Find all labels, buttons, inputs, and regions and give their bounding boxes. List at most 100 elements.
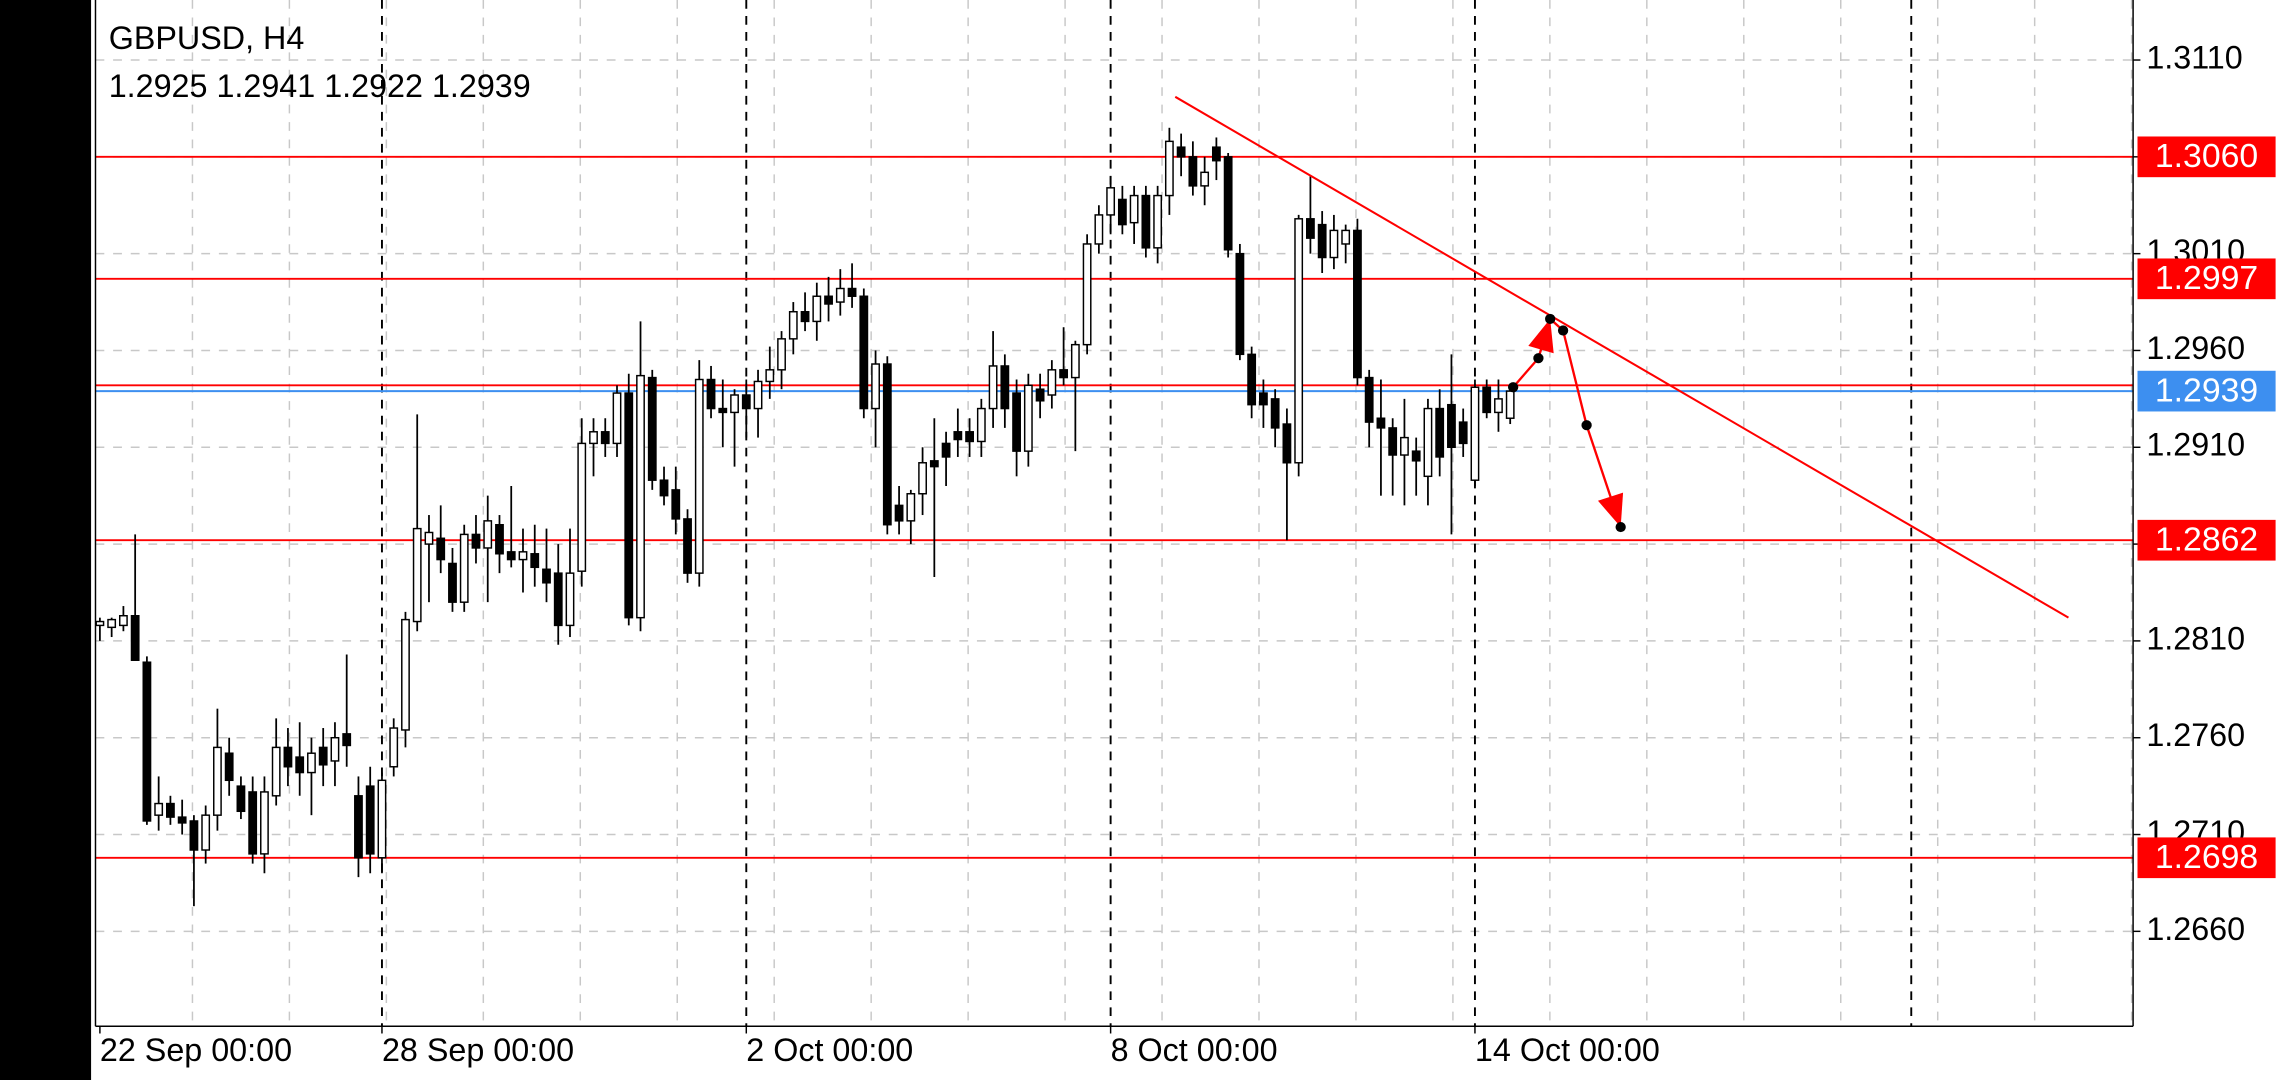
candle-body <box>600 431 610 445</box>
candle-body <box>636 374 645 619</box>
candle-body <box>248 791 258 855</box>
candle-body <box>495 523 504 555</box>
candle-body <box>1270 398 1280 429</box>
candle-body <box>530 553 540 569</box>
candle-body <box>365 785 375 855</box>
candle-body <box>577 442 587 572</box>
candle-body <box>213 746 222 816</box>
candle-body <box>553 572 563 627</box>
candle-body <box>741 394 751 410</box>
grid <box>95 0 2134 1027</box>
candle-body <box>354 795 363 859</box>
candle-body <box>1376 417 1386 429</box>
arrowhead <box>1528 318 1554 354</box>
candle-body <box>542 568 551 584</box>
candle-body <box>1094 214 1104 245</box>
candle-body <box>965 431 974 443</box>
candle-body <box>1247 353 1257 406</box>
ohlc-readout: 1.2925 1.2941 1.2922 1.2939 <box>109 68 531 104</box>
candle-body <box>518 551 528 561</box>
projection-point <box>1581 420 1592 431</box>
candle-body <box>953 431 963 441</box>
level-label: 1.2862 <box>2155 522 2258 559</box>
candle-body <box>988 365 998 410</box>
left-bar <box>0 0 92 1080</box>
candle-body <box>1470 386 1480 481</box>
projection-point <box>1615 521 1626 533</box>
candle-body <box>1423 407 1433 478</box>
candle-body <box>95 620 105 627</box>
candle-body <box>1164 140 1174 197</box>
candle-body <box>1141 194 1151 249</box>
candle-body <box>107 618 117 629</box>
y-tick-label: 1.2910 <box>2146 427 2245 463</box>
candle-body <box>882 363 892 526</box>
candle-body <box>1035 388 1045 402</box>
candle-body <box>589 431 598 445</box>
y-tick-label: 1.2660 <box>2146 911 2245 947</box>
candle-body <box>941 442 951 458</box>
candle-body <box>389 727 399 768</box>
candle-body <box>835 287 845 303</box>
projection-point <box>1545 313 1556 324</box>
candle-body <box>377 779 387 859</box>
candle-body <box>1494 398 1503 414</box>
candle-body <box>1258 392 1268 406</box>
candle-body <box>1458 421 1468 445</box>
y-tick-label: 1.3110 <box>2146 40 2242 76</box>
candle-body <box>906 493 916 522</box>
candle-body <box>1188 156 1198 187</box>
candle-body <box>166 802 175 818</box>
candle-body <box>118 615 128 627</box>
candle-body <box>330 736 340 762</box>
candle-body <box>694 378 704 574</box>
candle-body <box>1059 369 1069 379</box>
candle-body <box>401 618 410 731</box>
candle-body <box>412 527 422 623</box>
candle-body <box>271 746 281 797</box>
candle-body <box>342 733 352 747</box>
candle-body <box>847 287 857 297</box>
candle-body <box>1400 436 1409 456</box>
candle-body <box>236 785 246 813</box>
candle-body <box>448 562 457 603</box>
x-tick-label: 14 Oct 00:00 <box>1475 1032 1660 1068</box>
bid-box <box>2137 370 2276 412</box>
candle-body <box>1482 386 1492 414</box>
projection-point <box>1533 353 1544 364</box>
projection-path <box>1512 316 1622 528</box>
candle-body <box>1364 376 1374 423</box>
y-tick-label: 1.2810 <box>2146 620 2245 656</box>
candle-body <box>918 462 927 495</box>
candle-body <box>812 295 822 323</box>
candle-body <box>1505 390 1515 419</box>
axes: 1.31101.30601.30101.29601.29101.28601.28… <box>99 40 2276 1068</box>
candle-body <box>1012 392 1022 452</box>
candle-body <box>1176 146 1186 158</box>
candle-body <box>612 392 622 445</box>
candle-body <box>1223 156 1233 251</box>
candle-body <box>1306 218 1315 239</box>
candle-body <box>1435 407 1445 458</box>
candle-body <box>871 363 880 410</box>
candle-body <box>671 489 681 520</box>
projection-point <box>1508 382 1519 393</box>
candle-body <box>1388 427 1398 456</box>
level-label: 1.3060 <box>2155 138 2258 175</box>
chart-title: GBPUSD, H4 <box>109 20 305 56</box>
candle-body <box>929 460 939 468</box>
trendline <box>1174 95 2069 619</box>
level-box <box>2137 519 2276 561</box>
candle-body <box>894 504 904 522</box>
y-tick-label: 1.2960 <box>2146 330 2245 366</box>
candle-body <box>483 520 493 549</box>
candle-body <box>459 533 469 603</box>
candle-body <box>765 369 775 383</box>
candle-body <box>859 295 869 410</box>
y-tick-label: 1.2760 <box>2146 717 2245 753</box>
level-label: 1.2997 <box>2155 260 2258 297</box>
candle-body <box>659 479 669 497</box>
candle-body <box>1200 171 1210 187</box>
level-box <box>2137 136 2276 178</box>
